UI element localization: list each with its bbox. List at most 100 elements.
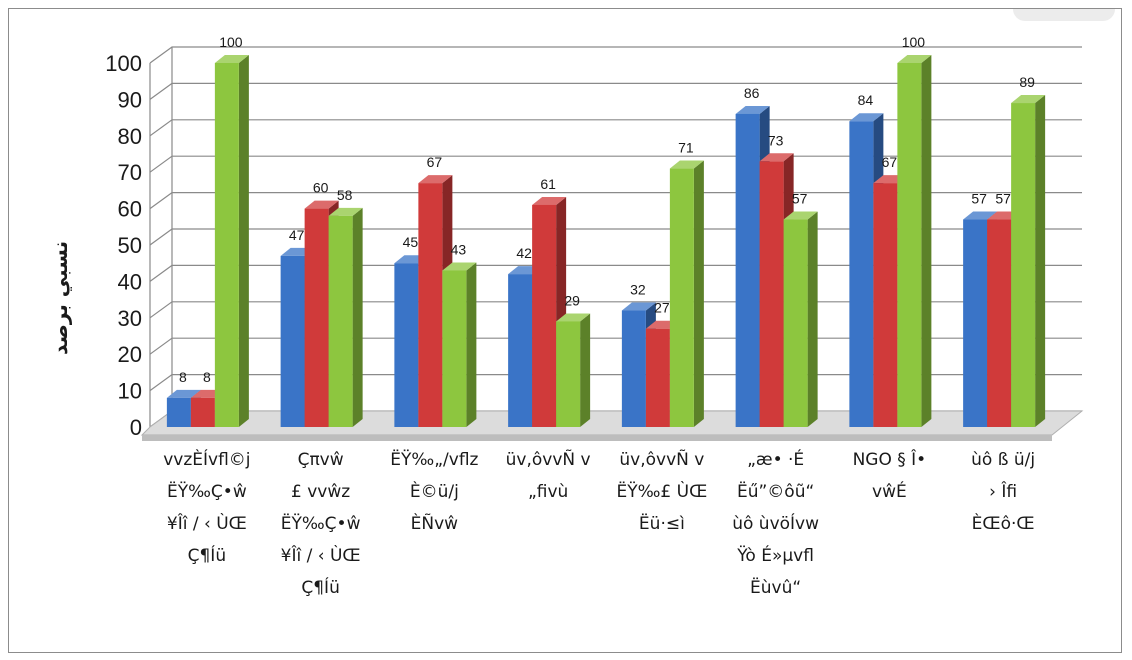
data-label: 100 (902, 34, 926, 50)
x-tick-label: Çπvŵ £ vvŵz ËŸ‰Ç•ŵ ¥Îî / ‹ ÙŒ Ç¶Íü (280, 450, 361, 598)
bar (897, 63, 922, 427)
bar-top (621, 302, 656, 311)
bar-top (963, 211, 998, 220)
corner-decoration (1013, 9, 1115, 21)
bar (442, 270, 467, 427)
bar-side (580, 313, 591, 427)
bar-top (556, 313, 591, 322)
bar (759, 161, 784, 427)
data-label: 58 (337, 187, 353, 203)
bar (987, 219, 1012, 427)
x-tick-label: vvzÈÍvfl©j ËŸ‰Ç•ŵ ¥Îî / ‹ ÙŒ Ç¶Íü (163, 450, 251, 566)
bar-top (1011, 95, 1046, 104)
data-label: 27 (654, 300, 670, 316)
data-label: 86 (744, 85, 760, 101)
x-tick-label: NGO § Î• vŵÉ (852, 450, 927, 502)
bar-top (735, 105, 770, 114)
bar-top (418, 175, 453, 184)
bar (735, 113, 760, 428)
data-label: 67 (427, 154, 443, 170)
data-label: 8 (203, 369, 211, 385)
bar (328, 215, 353, 427)
bar-side (921, 55, 932, 427)
y-tick-label: 70 (118, 160, 142, 185)
data-label: 43 (451, 241, 467, 257)
bar-top (849, 113, 884, 122)
bar (190, 397, 215, 427)
bar (556, 321, 581, 427)
y-tick-label: 0 (130, 415, 142, 440)
gridline (149, 155, 1082, 173)
gridline (149, 192, 1082, 210)
data-label: 60 (313, 180, 329, 196)
bar (645, 328, 670, 427)
data-label: 45 (403, 234, 419, 250)
bar (280, 255, 305, 427)
bar (873, 183, 898, 427)
data-label: 57 (792, 191, 808, 207)
y-tick-label: 10 (118, 379, 142, 404)
y-axis-title: ﻧﺴﺒﻲ ﺑﺮﺻﺪ (48, 240, 72, 356)
bar (418, 183, 443, 427)
bar-top (532, 196, 567, 205)
bar-top (214, 55, 249, 63)
x-tick-label: ËŸ‰„/vflz È©ü/j ÈÑvŵ (390, 450, 479, 534)
x-tick-label: „æ• ·É Ëű”©ôũ“ ùô ùvöÍvw Ÿò É»µvfl Ëùvû“ (732, 450, 820, 598)
bar-side (693, 160, 704, 427)
bar-top (759, 153, 794, 162)
bar-top (304, 200, 339, 209)
bar (214, 63, 239, 427)
bar-top (783, 211, 818, 220)
bar-top (442, 262, 477, 271)
data-label: 89 (1019, 74, 1035, 90)
bar (783, 219, 808, 427)
gridline (149, 119, 1082, 137)
bar (304, 208, 329, 427)
chart-floor-edge (142, 435, 1052, 441)
bar-side (807, 211, 818, 427)
y-tick-label: 80 (118, 124, 142, 149)
data-label: 100 (219, 34, 243, 50)
bar (532, 204, 557, 427)
y-tick-label: 50 (118, 233, 142, 258)
bar-side (466, 262, 477, 427)
data-label: 71 (678, 140, 694, 156)
bar (963, 219, 988, 427)
bar (849, 121, 874, 428)
bar (621, 310, 646, 427)
bar-top (328, 207, 363, 216)
y-tick-label: 90 (118, 87, 142, 112)
data-label: 42 (516, 245, 532, 261)
bar (394, 263, 419, 427)
data-label: 32 (630, 282, 646, 298)
bar-side (1035, 95, 1046, 427)
bar (669, 168, 694, 427)
bar-top (897, 55, 932, 63)
data-label: 57 (995, 191, 1011, 207)
data-label: 8 (179, 369, 187, 385)
data-label: 61 (540, 176, 556, 192)
x-tick-label: üv,ôvvÑ v ËŸ‰£ ÙŒ Ëü·≤ì (616, 450, 708, 534)
data-label: 67 (882, 154, 898, 170)
bar (508, 274, 533, 427)
bar-top (166, 389, 201, 398)
data-label: 29 (564, 292, 580, 308)
y-tick-label: 30 (118, 306, 142, 331)
y-tick-label: 60 (118, 197, 142, 222)
x-tick-label: ùô ß ü/j › Îfi ÈŒô·Œ (971, 450, 1036, 534)
bar-top (669, 160, 704, 169)
bar (166, 397, 191, 427)
data-label: 73 (768, 132, 784, 148)
gridline (149, 46, 1082, 64)
bar-side (238, 55, 249, 427)
gridline (149, 82, 1082, 100)
x-tick-label: üv,ôvvÑ v „fivù (505, 450, 591, 502)
data-label: 47 (289, 227, 305, 243)
data-label: 57 (971, 191, 987, 207)
y-tick-label: 40 (118, 269, 142, 294)
y-tick-label: 20 (118, 342, 142, 367)
y-tick-label: 100 (105, 51, 142, 76)
data-label: 84 (858, 92, 874, 108)
bar (1011, 103, 1036, 427)
